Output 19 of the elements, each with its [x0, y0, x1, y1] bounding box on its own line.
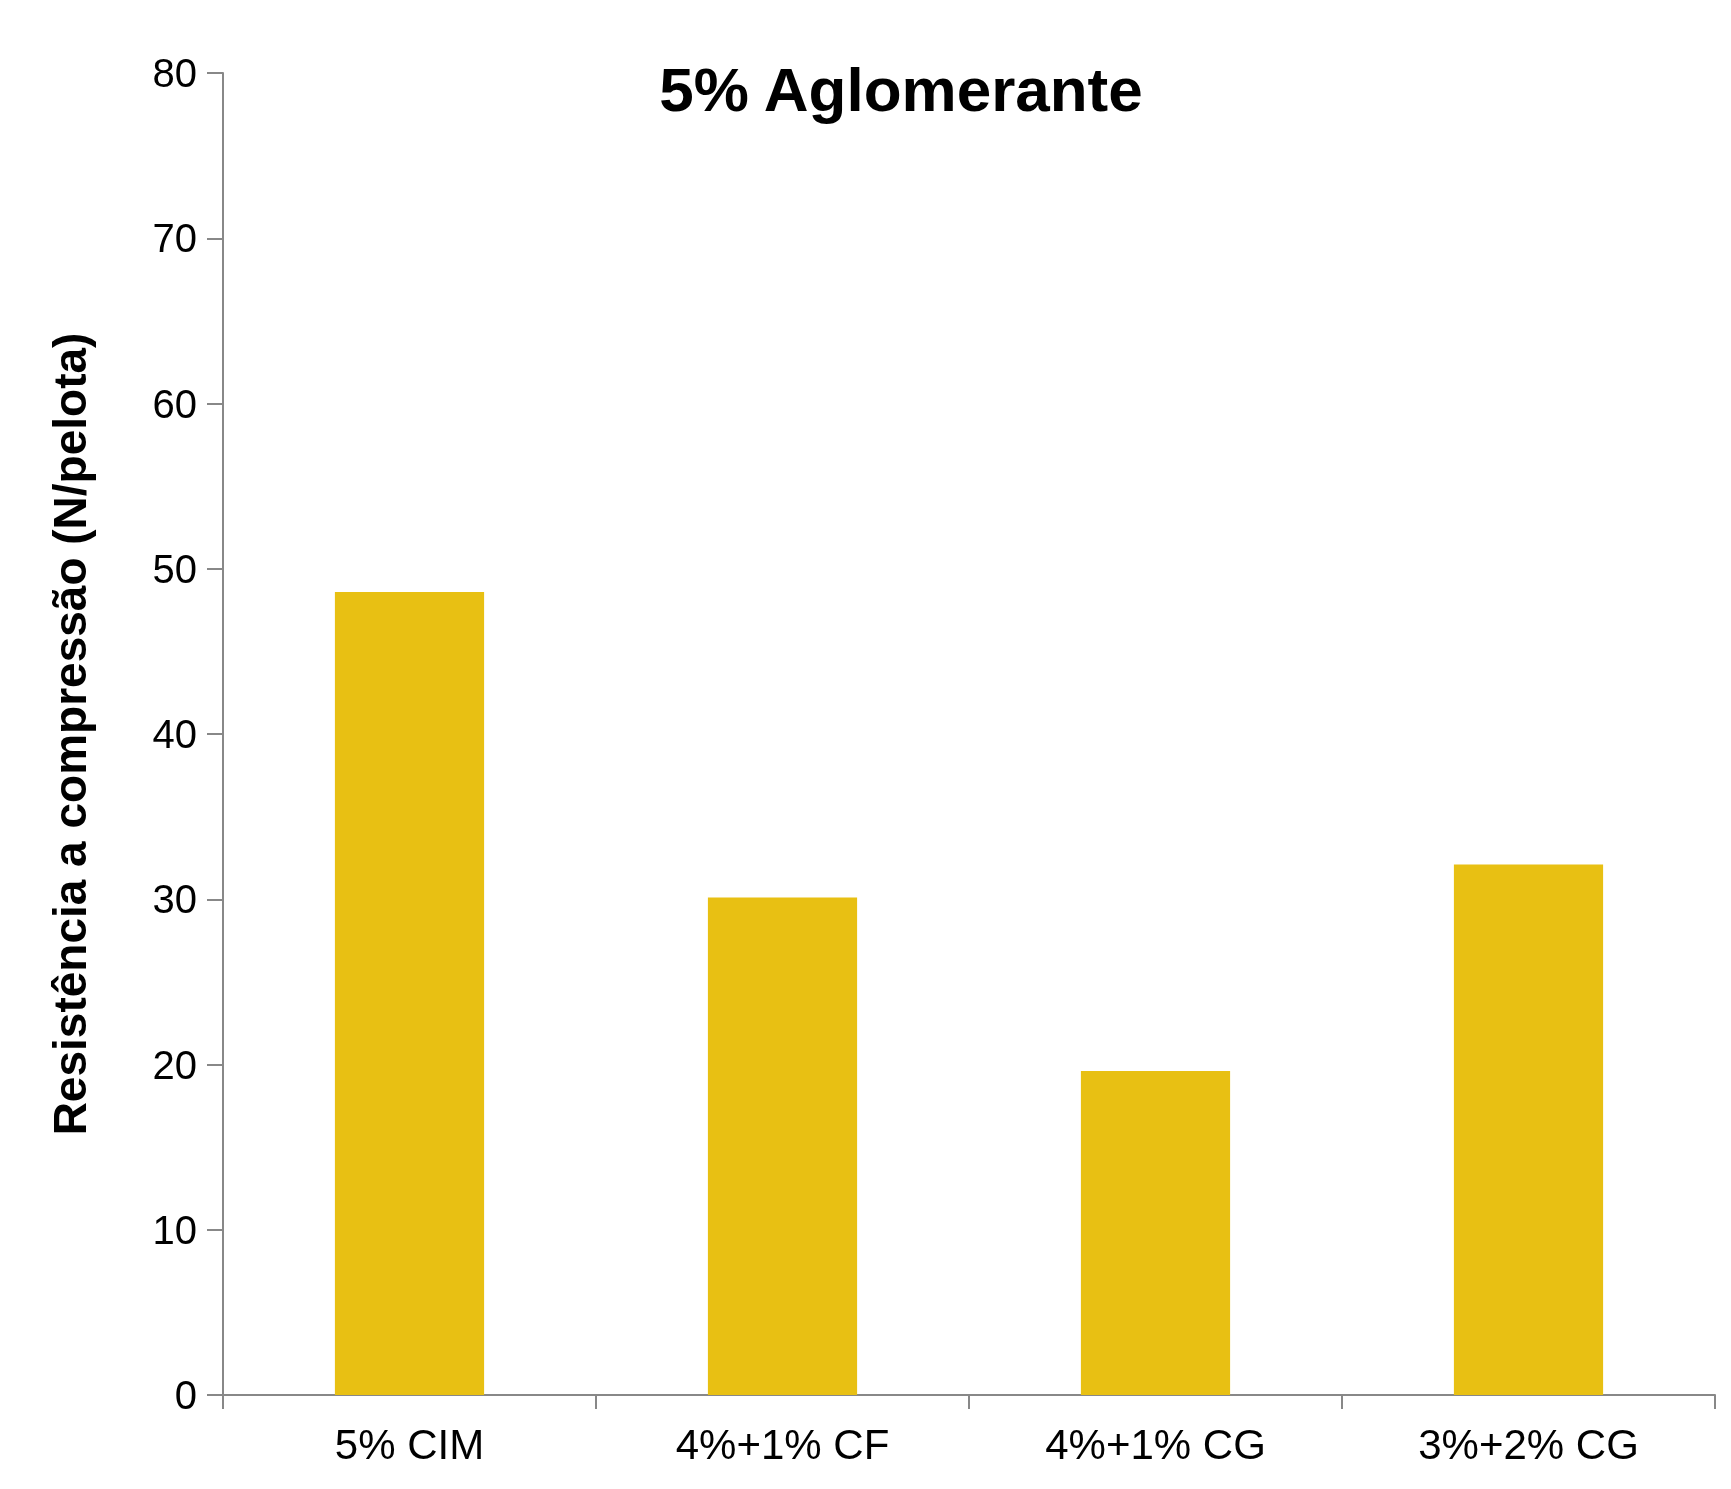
y-tick-label: 50 — [152, 546, 197, 591]
bar — [1080, 1071, 1231, 1395]
bar — [334, 591, 485, 1395]
y-tick-label: 70 — [152, 216, 197, 261]
y-tick-label: 10 — [152, 1207, 197, 1252]
bar — [1453, 864, 1604, 1395]
y-tick-label: 30 — [152, 877, 197, 922]
chart-title: 5% Aglomerante — [659, 54, 1143, 124]
x-tick-label: 4%+1% CF — [675, 1420, 890, 1468]
y-tick-label: 60 — [152, 381, 197, 426]
y-tick-label: 0 — [174, 1373, 197, 1417]
y-tick-label: 40 — [152, 712, 197, 756]
x-tick-label: 3%+2% CG — [1418, 1420, 1639, 1468]
y-tick-label: 20 — [152, 1042, 197, 1087]
y-axis-title: Resistência a compressão (N/pelota) — [44, 332, 96, 1136]
x-tick-label: 4%+1% CG — [1045, 1420, 1266, 1468]
bar — [707, 897, 858, 1395]
x-tick-label: 5% CIM — [334, 1420, 485, 1468]
y-tick-label: 80 — [152, 51, 197, 95]
